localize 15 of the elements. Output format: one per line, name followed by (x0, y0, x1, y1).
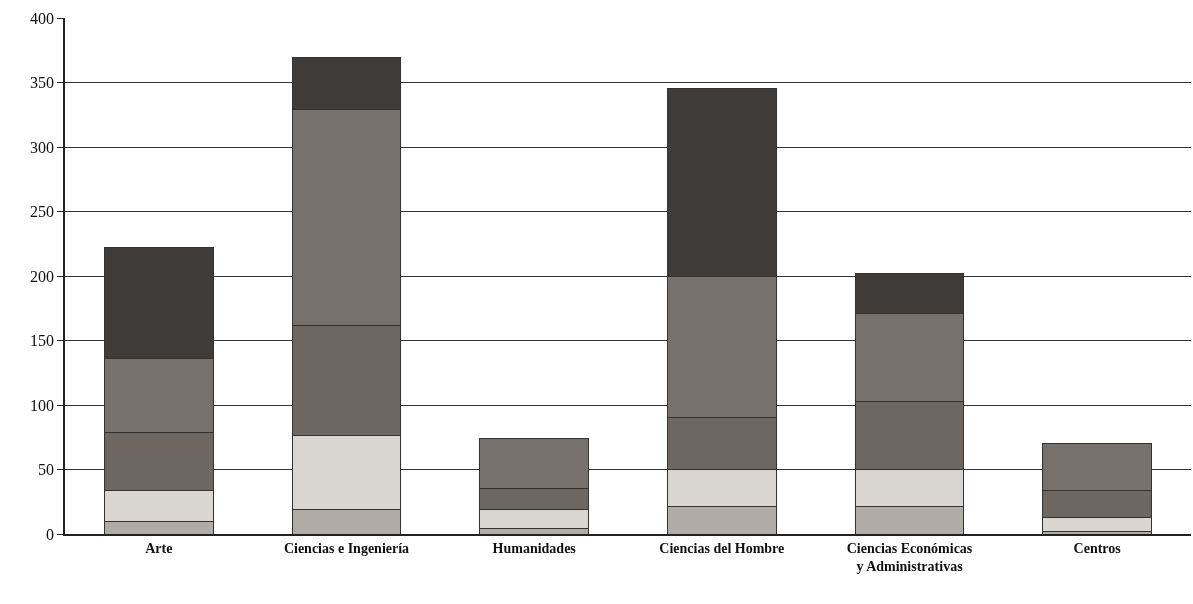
y-tick-label: 50 (38, 461, 55, 479)
x-tick-label: Ciencias Económicas y Administrativas (846, 540, 973, 574)
y-tick-label: 350 (30, 74, 55, 92)
y-tick-label: 0 (46, 525, 55, 543)
x-tick-label: Ciencias del Hombre (659, 540, 785, 556)
y-tick-label: 100 (30, 396, 55, 414)
y-tick-label: 150 (30, 332, 55, 350)
x-tick-label: Ciencias e Ingeniería (283, 540, 410, 556)
y-tick-label: 200 (30, 267, 55, 285)
x-tick-label: Arte (145, 540, 173, 556)
y-tick-label: 400 (30, 9, 55, 27)
y-tick-label: 250 (30, 203, 55, 221)
y-tick-label: 300 (30, 138, 55, 156)
x-tick-label: Humanidades (492, 540, 577, 556)
x-tick-label: Centros (1073, 540, 1122, 556)
